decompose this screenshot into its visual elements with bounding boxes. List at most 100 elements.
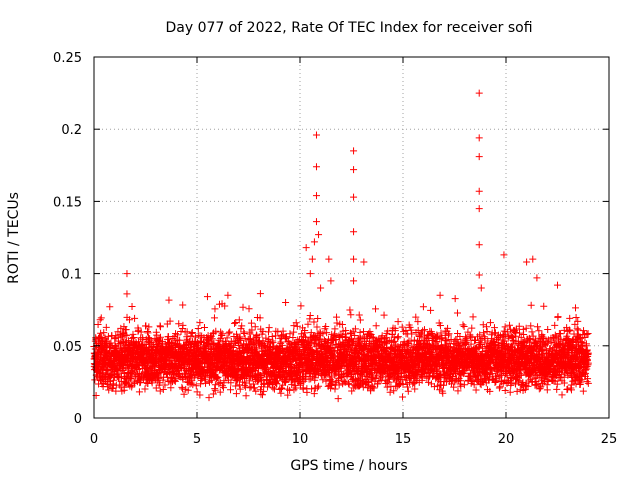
data-point-bg — [399, 393, 407, 401]
data-point-bg — [246, 330, 254, 338]
data-point-bg — [97, 329, 105, 337]
data-point-bg — [212, 375, 220, 383]
data-point-bg — [372, 305, 380, 313]
data-point-bg — [235, 316, 243, 324]
data-point-bg — [468, 324, 476, 332]
data-point-bg — [558, 391, 566, 399]
data-point-bg — [398, 323, 406, 331]
data-point-bg — [496, 383, 504, 391]
data-point-bg — [192, 382, 200, 390]
data-point-bg — [156, 323, 164, 331]
data-point-bg — [184, 386, 192, 394]
data-point-bg — [205, 394, 213, 402]
data-point-bg — [232, 376, 240, 384]
data-point-bg — [528, 328, 536, 336]
data-point-bg — [419, 303, 427, 311]
data-point-bg — [564, 385, 572, 393]
data-point-bg — [227, 386, 235, 394]
data-point-bg — [196, 319, 204, 327]
data-point-bg — [143, 328, 151, 336]
data-point-bg — [293, 322, 301, 330]
data-point-bg — [264, 328, 272, 336]
data-point-bg — [214, 373, 222, 381]
data-point-bg — [100, 329, 108, 337]
data-point-bg — [236, 374, 244, 382]
data-point-bg — [225, 329, 233, 337]
data-points — [90, 89, 592, 403]
data-point-bg — [226, 328, 234, 336]
data-point-bg — [209, 390, 217, 398]
data-point-bg — [171, 376, 179, 384]
data-point-bg — [200, 323, 208, 331]
data-point-bg — [211, 381, 219, 389]
data-point-bg — [551, 321, 559, 329]
data-point-bg — [221, 302, 229, 310]
data-point-bg — [177, 327, 185, 335]
data-point-bg — [333, 313, 341, 321]
data-point-bg — [172, 337, 180, 345]
data-point-bg — [334, 395, 342, 403]
data-point-bg — [112, 387, 120, 395]
data-point-bg — [453, 309, 461, 317]
data-point-bg — [227, 379, 235, 387]
data-point-bg — [187, 379, 195, 387]
data-point-bg — [131, 314, 139, 322]
data-point-bg — [284, 391, 292, 399]
chart-title: Day 077 of 2022, Rate Of TEC Index for r… — [165, 20, 532, 36]
data-point-bg — [380, 311, 388, 319]
data-point-bg — [183, 328, 191, 336]
data-point-bg — [240, 329, 248, 337]
data-point-bg — [544, 325, 552, 333]
data-point-bg — [208, 376, 216, 384]
data-point-bg — [231, 340, 239, 348]
data-point-bg — [506, 388, 514, 396]
data-point-bg — [216, 388, 224, 396]
data-point-bg — [451, 295, 459, 303]
data-point-bg — [194, 325, 202, 333]
data-point-bg — [310, 318, 318, 326]
data-point-bg — [303, 388, 311, 396]
data-point-bg — [237, 336, 245, 344]
data-point-bg — [382, 379, 390, 387]
data-point-bg — [459, 321, 467, 329]
data-point-bg — [128, 334, 136, 342]
data-point-bg — [215, 380, 223, 388]
data-point-bg — [306, 312, 314, 320]
data-point-bg — [347, 311, 355, 319]
data-point-bg — [125, 316, 133, 324]
x-axis-label: GPS time / hours — [290, 458, 407, 474]
data-point-bg — [232, 319, 240, 327]
data-point-bg — [256, 290, 264, 298]
data-point-bg — [142, 322, 150, 330]
y-axis-label: ROTI / TECUs — [6, 192, 22, 284]
data-point-bg — [554, 313, 562, 321]
data-point-bg — [394, 318, 402, 326]
data-point-bg — [131, 372, 139, 380]
data-point-bg — [277, 338, 285, 346]
data-point-bg — [175, 370, 183, 378]
data-point-bg — [238, 322, 246, 330]
data-point-bg — [179, 301, 187, 309]
data-point-bg — [313, 323, 321, 331]
data-point-bg — [99, 345, 107, 353]
data-point-bg — [265, 324, 273, 332]
data-point-bg — [175, 320, 183, 328]
data-point-bg — [394, 333, 402, 341]
data-point-bg — [232, 390, 240, 398]
data-point-bg — [157, 333, 165, 341]
data-point-bg — [202, 379, 210, 387]
data-point-bg — [178, 383, 186, 391]
data-point-bg — [170, 332, 178, 340]
data-point-bg — [220, 377, 228, 385]
data-point-bg — [144, 379, 152, 387]
data-point-bg — [179, 385, 187, 393]
data-point-bg — [297, 302, 305, 310]
data-point-bg — [314, 315, 322, 323]
data-point-bg — [97, 314, 105, 322]
data-point-bg — [208, 335, 216, 343]
data-point-bg — [209, 341, 217, 349]
data-point-bg — [108, 385, 116, 393]
data-point-bg — [137, 328, 145, 336]
data-point-bg — [242, 392, 250, 400]
data-point-bg — [129, 330, 137, 338]
